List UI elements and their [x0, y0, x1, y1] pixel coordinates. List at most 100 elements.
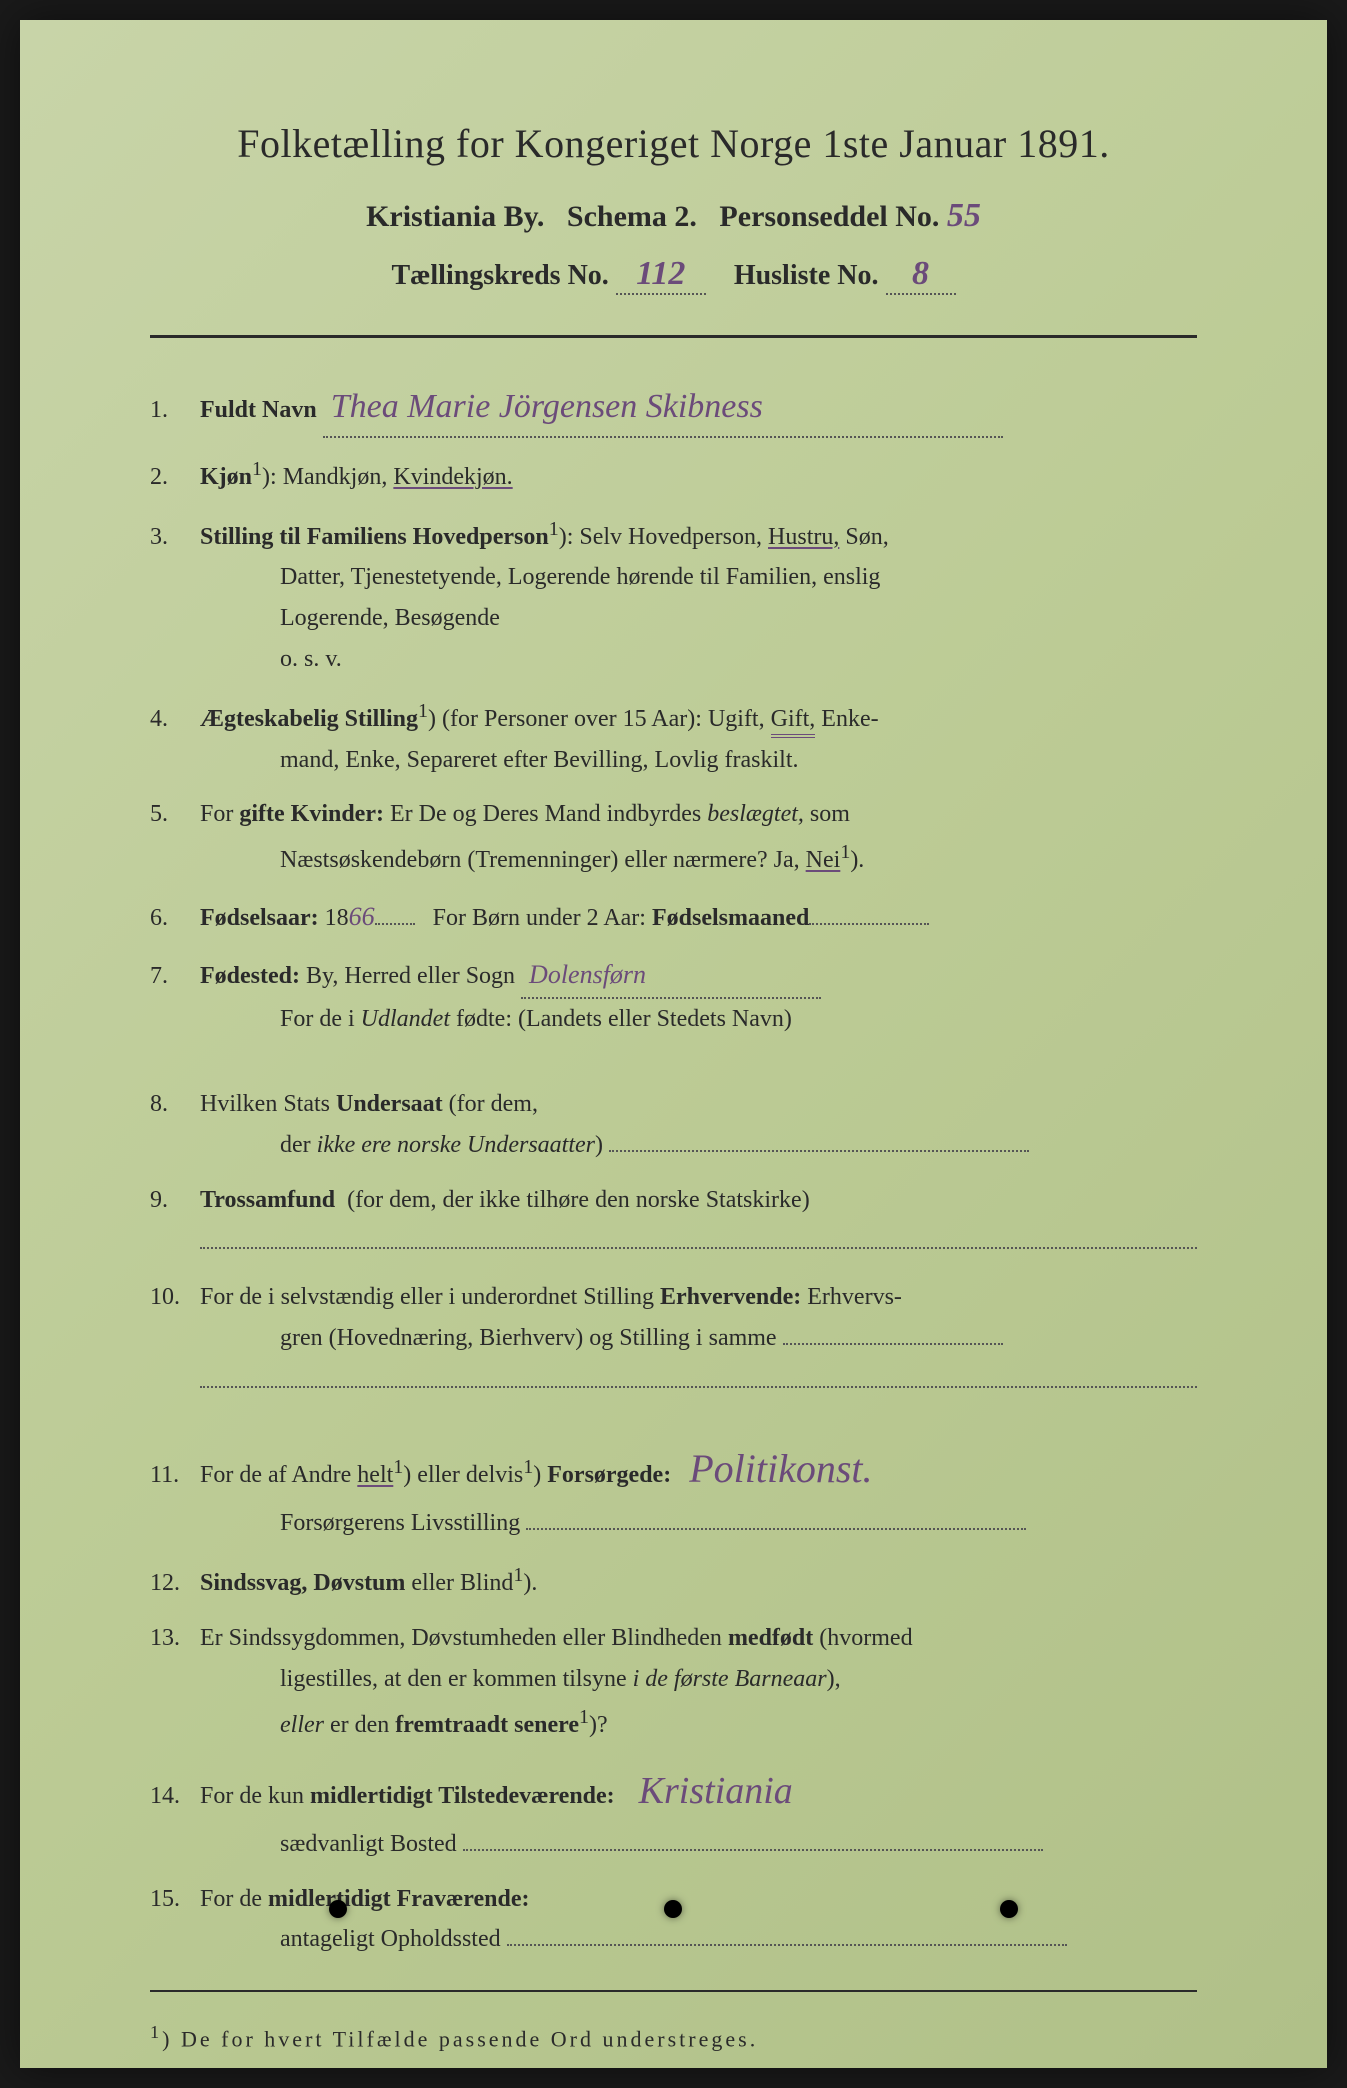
f10-l1b: Erhvervende: [660, 1284, 801, 1310]
num-2: 2. [150, 457, 200, 498]
opt-kvinde: Kvindekjøn. [393, 464, 512, 490]
year-suf: 66 [349, 902, 375, 931]
field-7: 7. Fødested: By, Herred eller Sogn Dolen… [150, 953, 1197, 1040]
label-5: For gifte Kvinder: [200, 801, 384, 827]
f13-l2a: ligestilles, at den er kommen tilsyne [200, 1666, 627, 1692]
f12-end: ). [523, 1570, 537, 1596]
field-6: 6. Fødselsaar: 1866 For Børn under 2 Aar… [150, 895, 1197, 939]
f14-l1a: For de kun [200, 1783, 304, 1809]
label-3: Stilling til Familiens Hovedperson [200, 524, 549, 550]
field-1: 1. Fuldt Navn Thea Marie Jörgensen Skibn… [150, 378, 1197, 438]
f10-l1a: For de i selvstændig eller i underordnet… [200, 1284, 654, 1310]
field-8: 8. Hvilken Stats Undersaat (for dem, der… [150, 1084, 1197, 1166]
sup-11b: 1 [523, 1456, 533, 1478]
label-7: Fødested: [200, 963, 300, 989]
sup-12: 1 [513, 1564, 523, 1586]
f5-i1: beslægtet, [707, 801, 804, 827]
city: Kristiania By. [366, 200, 544, 233]
schema: Schema 2. [567, 200, 697, 233]
f12-text: eller Blind [411, 1570, 513, 1596]
num-4: 4. [150, 699, 200, 740]
f9-dots [200, 1221, 1197, 1250]
f8-dots [609, 1150, 1029, 1152]
num-3: 3. [150, 517, 200, 558]
year-pre: 18 [325, 905, 349, 931]
f14-l2: sædvanligt Bosted [200, 1831, 457, 1857]
census-form-page: Folketælling for Kongeriget Norge 1ste J… [20, 20, 1327, 2068]
f7-l2c: fødte: (Landets eller Stedets Navn) [456, 1006, 792, 1032]
year-dots [375, 923, 415, 925]
foot-sup: 1 [150, 2022, 162, 2042]
f3-l1a: Selv Hovedperson, [579, 524, 762, 550]
field-10: 10. For de i selvstændig eller i underor… [150, 1277, 1197, 1401]
label-2b: ): [262, 464, 277, 490]
hole-icon [1000, 1900, 1018, 1918]
f8-l1b: Undersaat [336, 1091, 443, 1117]
f8-l2c: ) [595, 1132, 603, 1158]
binding-holes [20, 1900, 1327, 1918]
f11-l1c: ) eller delvis [403, 1462, 523, 1488]
num-13: 13. [150, 1618, 200, 1659]
field-13: 13. Er Sindssygdommen, Døvstumheden elle… [150, 1618, 1197, 1745]
label-6c: Fødselsmaaned [652, 905, 809, 931]
f11-l1d: ) [533, 1462, 541, 1488]
f3-l1b: Hustru, [768, 524, 839, 550]
f4-b: Gift, [771, 706, 816, 738]
header-divider [150, 335, 1197, 338]
f13-l3c: fremtraadt senere [395, 1712, 579, 1738]
num-14: 14. [150, 1776, 200, 1817]
sup-2: 1 [252, 458, 262, 480]
hole-icon [664, 1900, 682, 1918]
f13-l1b: medfødt [728, 1625, 813, 1651]
f9-text: (for dem, der ikke tilhøre den norske St… [347, 1187, 810, 1213]
f13-l3a: eller [200, 1712, 324, 1738]
footnote: 1) De for hvert Tilfælde passende Ord un… [150, 2022, 1197, 2052]
f13-l1a: Er Sindssygdommen, Døvstumheden eller Bl… [200, 1625, 722, 1651]
f14-dots [463, 1849, 1043, 1851]
f4-c: Enke- [821, 706, 878, 732]
f11-l1b: helt [357, 1462, 393, 1488]
value-name: Thea Marie Jörgensen Skibness [323, 378, 1003, 438]
f8-l2a: der [200, 1132, 311, 1158]
num-8: 8. [150, 1084, 200, 1125]
f13-l3b: er den [330, 1712, 389, 1738]
subtitle-line2: Tællingskreds No. 112 Husliste No. 8 [150, 255, 1197, 295]
page-title: Folketælling for Kongeriget Norge 1ste J… [150, 120, 1197, 167]
f5-l2: Næstsøskendebørn (Tremenninger) eller næ… [200, 847, 800, 873]
value-birthplace: Dolensførn [521, 953, 821, 999]
sup-5: 1 [840, 841, 850, 863]
subtitle-line1: Kristiania By. Schema 2. Personseddel No… [150, 197, 1197, 235]
f11-l1a: For de af Andre [200, 1462, 351, 1488]
person-label: Personseddel No. [719, 200, 939, 233]
f7-l2a: For de i [200, 1006, 355, 1032]
label-4: Ægteskabelig Stilling [200, 706, 418, 732]
f8-l1c: (for dem, [449, 1091, 538, 1117]
f11-l1e: Forsørgede: [547, 1462, 671, 1488]
field-3: 3. Stilling til Familiens Hovedperson1):… [150, 512, 1197, 680]
label-4b: ) (for Personer over 15 Aar): [428, 706, 702, 732]
f11-l2: Forsørgerens Livsstilling [200, 1510, 520, 1536]
num-5: 5. [150, 794, 200, 835]
label-6: Fødselsaar: [200, 905, 319, 931]
person-no: 55 [947, 197, 981, 234]
hole-icon [329, 1900, 347, 1918]
houselist-label: Husliste No. [734, 260, 879, 291]
num-12: 12. [150, 1563, 200, 1604]
district-no: 112 [616, 255, 706, 295]
opt-mand: Mandkjøn, [283, 464, 388, 490]
label-6b: For Børn under 2 Aar: [433, 905, 646, 931]
f5-l1b: som [810, 801, 850, 827]
field-9: 9. Trossamfund (for dem, der ikke tilhør… [150, 1180, 1197, 1263]
field-14: 14. For de kun midlertidigt Tilstedevære… [150, 1759, 1197, 1864]
field-15: 15. For de midlertidigt Fraværende: anta… [150, 1879, 1197, 1961]
f14-l1b: midlertidigt Tilstedeværende: [310, 1783, 615, 1809]
num-7: 7. [150, 956, 200, 997]
month-dots [809, 923, 929, 925]
f7-l2b: Udlandet [361, 1006, 450, 1032]
f13-l1c: (hvormed [819, 1625, 912, 1651]
field-2: 2. Kjøn1): Mandkjøn, Kvindekjøn. [150, 452, 1197, 498]
f5-l1: Er De og Deres Mand indbyrdes [390, 801, 701, 827]
field-12: 12. Sindssvag, Døvstum eller Blind1). [150, 1558, 1197, 1604]
houselist-no: 8 [886, 255, 956, 295]
f15-l2: antageligt Opholdssted [200, 1926, 501, 1952]
